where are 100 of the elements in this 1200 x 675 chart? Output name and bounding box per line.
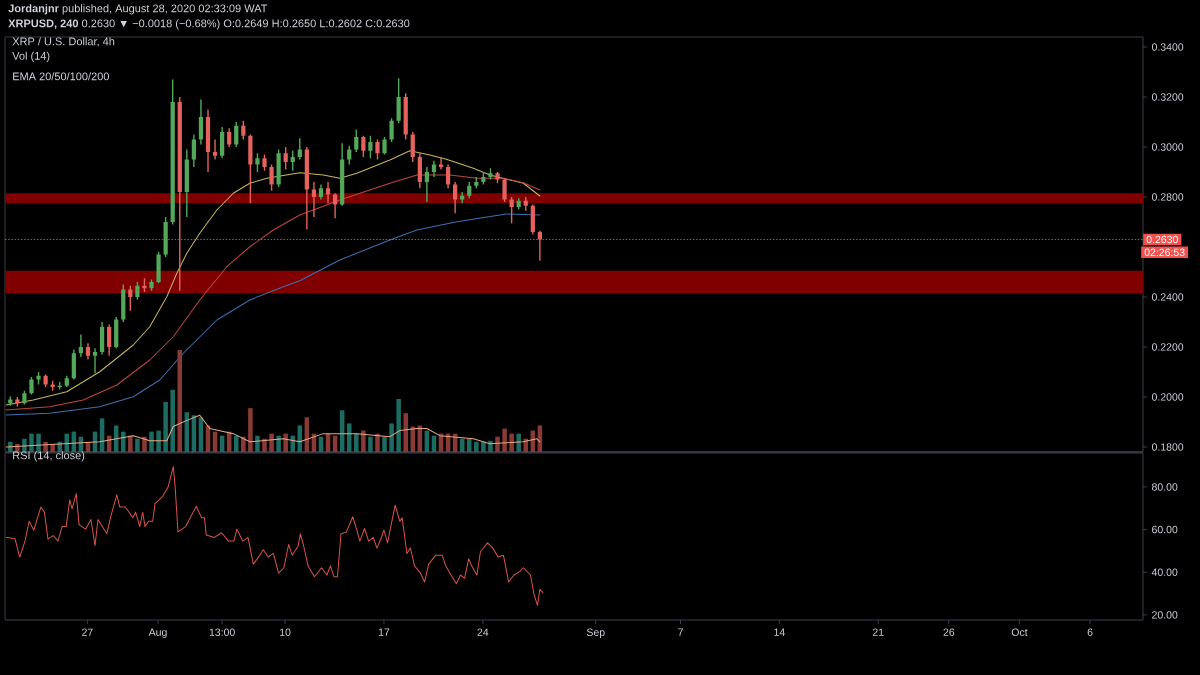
candlestick [438, 156, 444, 171]
y-tick-label: 0.3400 [1151, 43, 1184, 51]
bar [488, 440, 493, 452]
bar [142, 436, 147, 452]
bar [502, 428, 507, 452]
bar [29, 433, 34, 452]
bar [481, 441, 486, 452]
candlestick [361, 135, 366, 158]
candlestick [241, 120, 246, 141]
candlestick [389, 117, 394, 143]
candlestick [509, 196, 514, 224]
x-tick-label: 24 [477, 628, 489, 636]
line-series [5, 213, 541, 416]
y-tick-label: 0.2800 [1151, 193, 1184, 201]
x-tick-label: 27 [82, 628, 93, 636]
bar [8, 441, 13, 452]
candlestick [283, 146, 288, 171]
y-tick-label: 60.00 [1152, 525, 1178, 534]
candlestick [332, 192, 338, 219]
bar [248, 408, 253, 452]
x-tick-label: Aug [148, 628, 167, 638]
candlestick [78, 333, 84, 358]
chart-title: Vol (14) [12, 51, 50, 62]
bar [163, 402, 168, 452]
bar [474, 441, 479, 452]
y-tick-label: 0.2000 [1151, 393, 1184, 401]
bar [403, 413, 408, 452]
x-tick-label: 7 [678, 628, 683, 636]
bar [354, 433, 359, 452]
bar [128, 435, 133, 452]
candlestick [354, 128, 359, 153]
bar [276, 435, 281, 452]
bar [135, 438, 140, 452]
bar [36, 433, 41, 452]
bar [389, 423, 394, 452]
candlestick [410, 131, 415, 163]
bar [170, 389, 175, 452]
chart-title: RSI (14, close) [13, 451, 85, 462]
bar [233, 435, 239, 452]
y-tick-label: 0.3200 [1151, 93, 1184, 101]
y-tick-label: 0.2400 [1151, 293, 1184, 301]
candlestick [502, 177, 507, 203]
y-tick-label: 80.00 [1152, 483, 1178, 491]
line-series [5, 466, 544, 606]
x-tick-label: 6 [1087, 628, 1093, 636]
bar [241, 436, 246, 452]
candlestick [255, 152, 260, 173]
candlestick [396, 77, 401, 124]
candlestick [227, 127, 232, 148]
text: Jordanjnr published, August 28, 2020 02:33:09 WAT [8, 4, 268, 15]
candlestick [453, 181, 458, 214]
candlestick [198, 98, 204, 146]
text: XRPUSD, 240 0.2630 ▼ −0.0018 (−0.68%) O:0.2649 H:0.2650 L:0.2602 C:0.2630 [8, 19, 410, 30]
x-tick-label: 13:00 [209, 628, 235, 636]
bar [156, 430, 161, 452]
bar [375, 433, 380, 452]
text: 02:26:53 [1144, 248, 1185, 257]
candlestick [128, 285, 133, 312]
y-tick-label: 0.3000 [1151, 143, 1184, 151]
candlestick [368, 135, 373, 159]
bar [262, 438, 267, 452]
candlestick [347, 145, 352, 166]
candlestick [290, 150, 295, 172]
x-tick-label: 10 [280, 628, 291, 636]
candlestick [297, 137, 302, 161]
bar [382, 436, 387, 452]
bar [516, 433, 521, 452]
bar [269, 433, 274, 452]
y-tick-label: 20.00 [1152, 611, 1178, 619]
candlestick [92, 347, 98, 374]
candlestick [325, 181, 331, 204]
x-tick-label: 21 [872, 628, 884, 636]
candlestick [220, 126, 225, 159]
bar [149, 431, 154, 452]
x-tick-label: 17 [378, 628, 390, 636]
bar [509, 433, 514, 452]
y-tick-label: 0.2200 [1151, 343, 1184, 351]
candlestick [107, 323, 112, 357]
bar [361, 430, 366, 452]
bar [396, 398, 401, 452]
x-tick-label: 26 [943, 628, 955, 636]
bar [121, 431, 126, 452]
candlestick [269, 163, 274, 192]
candlestick [375, 138, 380, 161]
bar [368, 436, 373, 452]
x-tick-label: 14 [774, 628, 785, 636]
candlestick [212, 138, 218, 161]
candlestick [445, 163, 451, 189]
bar [283, 433, 288, 452]
y-tick-label: 40.00 [1151, 568, 1178, 576]
candlestick [234, 121, 239, 148]
y-tick-label: 0.1800 [1151, 443, 1184, 451]
chart-title: XRP / U.S. Dollar, 4h [12, 37, 115, 47]
candlestick [191, 133, 196, 168]
x-tick-label: Sep [586, 628, 605, 639]
candlestick [424, 166, 430, 203]
bar [495, 436, 500, 452]
bar [467, 438, 472, 452]
x-tick-label: Oct [1011, 628, 1028, 636]
ref-line-label: 0.2630 [1146, 235, 1178, 244]
